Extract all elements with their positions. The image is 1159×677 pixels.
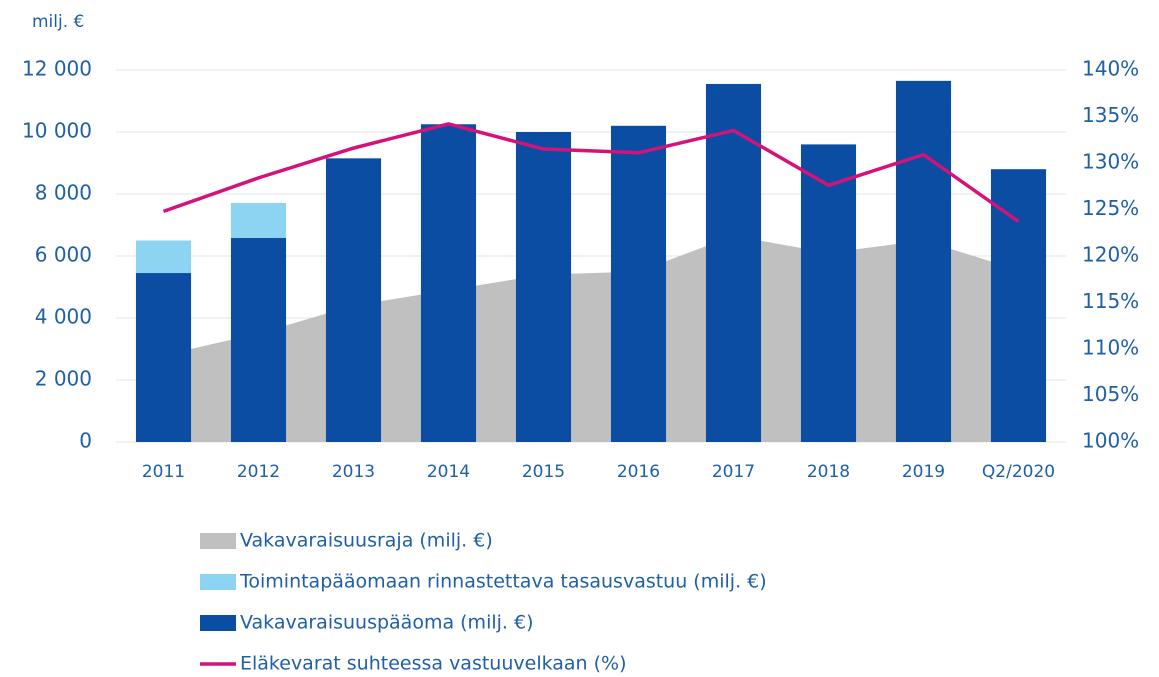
bar — [325, 158, 382, 442]
bar — [135, 273, 192, 442]
y-tick-label: 12 000 — [22, 57, 92, 81]
y-tick-label: 2 000 — [35, 367, 92, 391]
bar — [610, 125, 667, 443]
y2-tick-label: 125% — [1082, 196, 1139, 220]
legend-label: Eläkevarat suhteessa vastuuvelkaan (%) — [240, 653, 627, 675]
y2-tick-label: 110% — [1082, 336, 1139, 360]
bar — [800, 144, 857, 442]
x-tick-label: 2017 — [712, 462, 755, 482]
x-tick-label: 2019 — [902, 462, 945, 482]
y2-tick-label: 140% — [1082, 57, 1139, 81]
area — [163, 235, 1019, 442]
y2-tick-label: 135% — [1082, 103, 1139, 127]
y-tick-label: 6 000 — [35, 243, 92, 267]
y-tick-label: 4 000 — [35, 305, 92, 329]
y2-tick-label: 130% — [1082, 150, 1139, 174]
x-tick-label: 2016 — [617, 462, 660, 482]
bar — [515, 132, 572, 442]
x-tick-label: 2012 — [237, 462, 280, 482]
legend-swatch — [200, 533, 236, 549]
y2-tick-label: 115% — [1082, 289, 1139, 313]
x-tick-label: 2015 — [522, 462, 565, 482]
y-tick-label: 0 — [79, 429, 92, 453]
bar — [135, 240, 192, 274]
y2-tick-label: 105% — [1082, 382, 1139, 406]
y2-tick-label: 120% — [1082, 243, 1139, 267]
y2-tick-label: 100% — [1082, 429, 1139, 453]
y-tick-label: 8 000 — [35, 181, 92, 205]
bar — [895, 80, 952, 442]
bar — [230, 202, 287, 239]
bar — [420, 124, 477, 442]
legend-swatch — [200, 574, 236, 590]
bar — [230, 238, 287, 442]
x-tick-label: 2011 — [142, 462, 185, 482]
bar — [990, 169, 1047, 442]
unit-label: milj. € — [32, 12, 84, 32]
line — [162, 122, 1020, 224]
y-tick-label: 10 000 — [22, 119, 92, 143]
legend-label: Vakavaraisuusraja (milj. €) — [240, 530, 493, 552]
legend-swatch — [200, 615, 236, 631]
x-tick-label: 2013 — [332, 462, 375, 482]
x-tick-label: 2018 — [807, 462, 850, 482]
x-tick-label: Q2/2020 — [982, 462, 1055, 482]
bar — [705, 83, 762, 442]
x-tick-label: 2014 — [427, 462, 470, 482]
legend-label: Vakavaraisuuspääoma (milj. €) — [240, 612, 533, 634]
legend-label: Toimintapääomaan rinnastettava tasausvas… — [239, 571, 767, 593]
